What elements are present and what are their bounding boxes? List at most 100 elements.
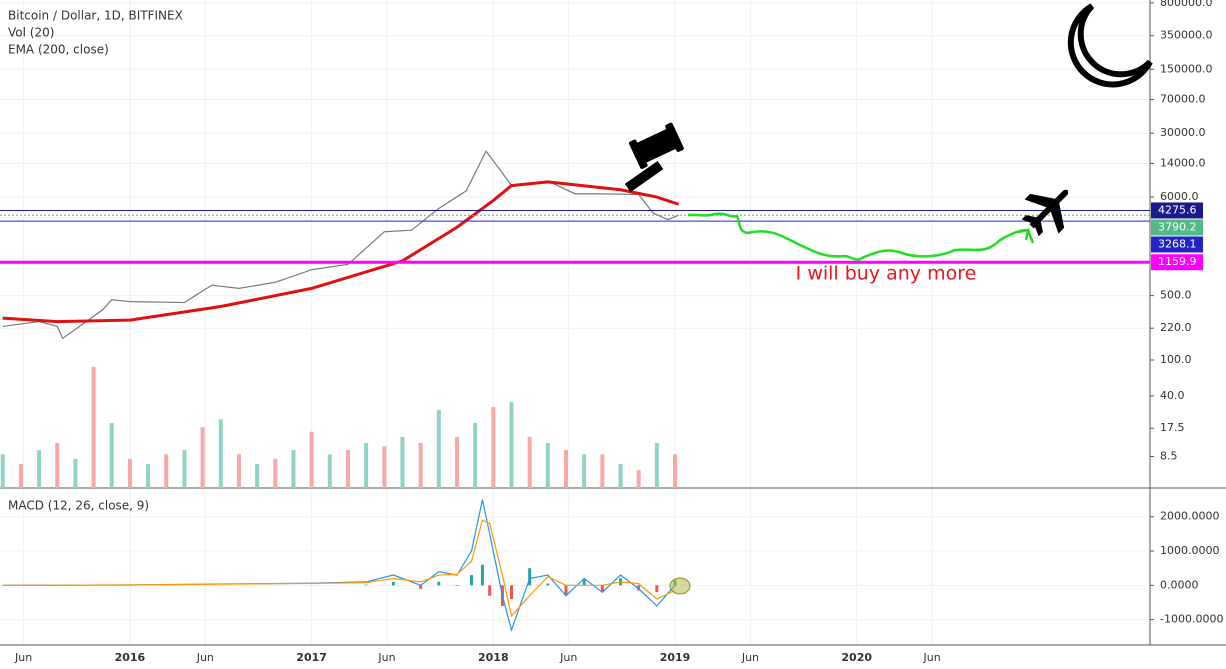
y-tick-label: 220.0 [1160,321,1192,334]
volume-bar [182,450,187,488]
y-tick-label: 1000.0000 [1160,544,1220,557]
price-label-box [1151,202,1203,219]
volume-bar [109,422,114,488]
volume-bar [418,442,423,488]
y-tick-label: 500.0 [1160,289,1192,302]
histogram-bar [528,568,532,586]
histogram-bar [470,575,474,586]
y-tick-label: 100.0 [1160,353,1192,366]
price-label: 3790.2 [1158,220,1197,233]
y-tick-label: 350000.0 [1160,29,1213,42]
x-tick-label: 2019 [660,651,691,664]
series-line [2,150,679,340]
y-tick-label: 70000.0 [1160,93,1206,106]
x-tick-label: 2020 [841,651,872,664]
x-tick-label: Jun [196,651,214,664]
volume-bar [18,464,23,488]
price-label-box [1151,254,1203,271]
y-tick-label: 2000.0000 [1160,510,1220,523]
volume-bar [164,454,169,488]
volume-bar [309,431,314,488]
x-tick-label: 2017 [296,651,327,664]
x-tick-label: Jun [14,651,32,664]
volume-bar [146,464,151,488]
volume-bar [91,366,96,488]
projection-arrow [1017,228,1030,241]
projection-drawing [687,212,1035,261]
series-line [2,180,680,324]
y-tick-label: 0.0000 [1160,578,1199,591]
volume-bar [291,450,296,488]
histogram-bar [600,585,604,593]
volume-bar [636,470,641,488]
price-label-box [1151,219,1203,236]
price-label: 1159.9 [1158,255,1197,268]
y-tick-label: 150000.0 [1160,62,1213,75]
y-tick-label: 6000.0 [1160,190,1199,203]
volume-bar [454,436,459,488]
volume-bar [527,436,532,488]
histogram-bar [582,578,586,586]
gavel-icon [624,122,684,193]
series-line [2,519,676,618]
highlight-circle [669,577,691,595]
x-tick-label: 2018 [478,651,509,664]
volume-bar [618,464,623,488]
x-tick-label: Jun [377,651,395,664]
macd-title: MACD (12, 26, close, 9) [8,499,149,513]
volume-bar [491,407,496,488]
price-label: 4275.6 [1158,203,1197,216]
y-tick-label: 30000.0 [1160,126,1206,139]
volume-bar [0,454,5,488]
volume-bar [345,450,350,488]
grid [0,0,1150,645]
y-tick-label: 40.0 [1160,389,1185,402]
histogram-bar [488,585,492,596]
volume-bar [218,419,223,488]
histogram-bar [564,585,568,596]
histogram-bar [655,585,659,593]
volume-bar [436,409,441,488]
histogram-bar [509,585,513,600]
ema-title: EMA (200, close) [8,43,109,57]
histogram-bar [391,581,395,586]
volume-bar [382,446,387,488]
volume-title: Vol (20) [8,26,54,40]
y-tick-label: 17.5 [1160,421,1185,434]
volume-bar [364,442,369,488]
volume-bar [400,436,405,488]
volume-bar [654,442,659,488]
volume-bar [236,454,241,488]
volume-bar [327,454,332,488]
x-tick-label: Jun [559,651,577,664]
volume-bar [509,402,514,488]
moon-icon [1067,3,1153,88]
volume-bar [273,458,278,488]
histogram-bar [455,585,459,587]
histogram-bar [546,583,550,586]
histogram-bar [480,564,484,586]
x-tick-label: Jun [741,651,759,664]
volume-bar [582,454,587,488]
annotation: I will buy any more [796,263,977,285]
volume-bar [73,458,78,488]
price-label: 3268.1 [1158,237,1197,250]
volume-bar [673,454,678,488]
volume-bar [200,427,205,488]
volume-bar [37,450,42,488]
volume-bar [255,464,260,488]
x-tick-label: Jun [923,651,941,664]
y-tick-label: -1000.0000 [1160,613,1223,626]
volume-bar [564,450,569,488]
volume-bar [473,422,478,488]
volume-bar [600,454,605,488]
volume-bar [545,442,550,488]
histogram-bar [419,585,423,589]
histogram-bar [637,585,641,591]
x-tick-label: 2016 [115,651,146,664]
plane-icon [1021,189,1069,237]
y-tick-label: 14000.0 [1160,156,1206,169]
